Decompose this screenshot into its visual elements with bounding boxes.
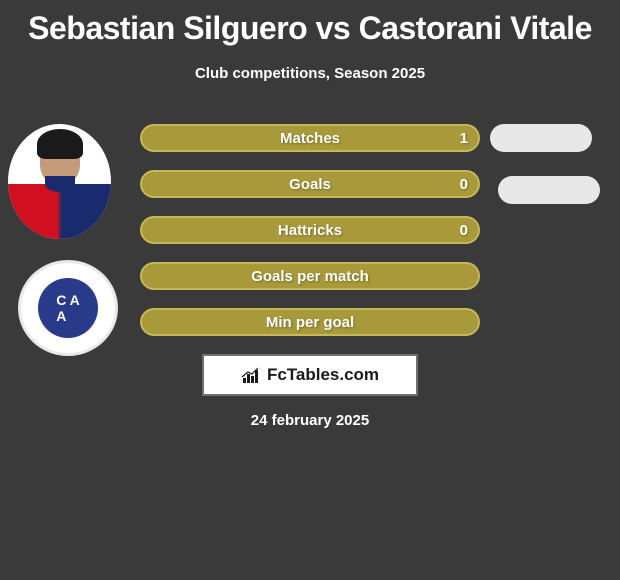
bar-chart-icon	[241, 366, 261, 384]
stats-container: Matches 1 Goals 0 Hattricks 0 Goals per …	[140, 124, 480, 354]
stat-bar: Hattricks 0	[140, 216, 480, 244]
club-badge-text: C AA	[56, 292, 80, 324]
stat-bar: Matches 1	[140, 124, 480, 152]
date-text: 24 february 2025	[0, 412, 620, 429]
stat-bar: Goals 0	[140, 170, 480, 198]
stat-label: Goals	[289, 176, 331, 193]
player-avatar-container	[8, 124, 111, 239]
stat-row-matches: Matches 1	[140, 124, 480, 152]
club-badge-inner: C AA	[38, 278, 98, 338]
stat-label: Min per goal	[266, 314, 354, 331]
player-avatar	[8, 124, 111, 239]
stat-label: Matches	[280, 130, 340, 147]
player-jersey	[8, 184, 111, 239]
fctables-logo: FcTables.com	[202, 354, 418, 396]
stat-bar: Min per goal	[140, 308, 480, 336]
stat-row-min-per-goal: Min per goal	[140, 308, 480, 336]
comparison-oval-2	[498, 176, 600, 204]
stat-label: Hattricks	[278, 222, 342, 239]
stat-label: Goals per match	[251, 268, 369, 285]
logo-text: FcTables.com	[267, 365, 379, 385]
page-title: Sebastian Silguero vs Castorani Vitale	[0, 0, 620, 47]
stat-bar: Goals per match	[140, 262, 480, 290]
stat-row-goals-per-match: Goals per match	[140, 262, 480, 290]
club-badge: C AA	[18, 260, 118, 356]
stat-value: 0	[460, 176, 468, 193]
stat-value: 0	[460, 222, 468, 239]
subtitle: Club competitions, Season 2025	[0, 65, 620, 82]
stat-row-goals: Goals 0	[140, 170, 480, 198]
comparison-oval-1	[490, 124, 592, 152]
stat-value: 1	[460, 130, 468, 147]
stat-row-hattricks: Hattricks 0	[140, 216, 480, 244]
